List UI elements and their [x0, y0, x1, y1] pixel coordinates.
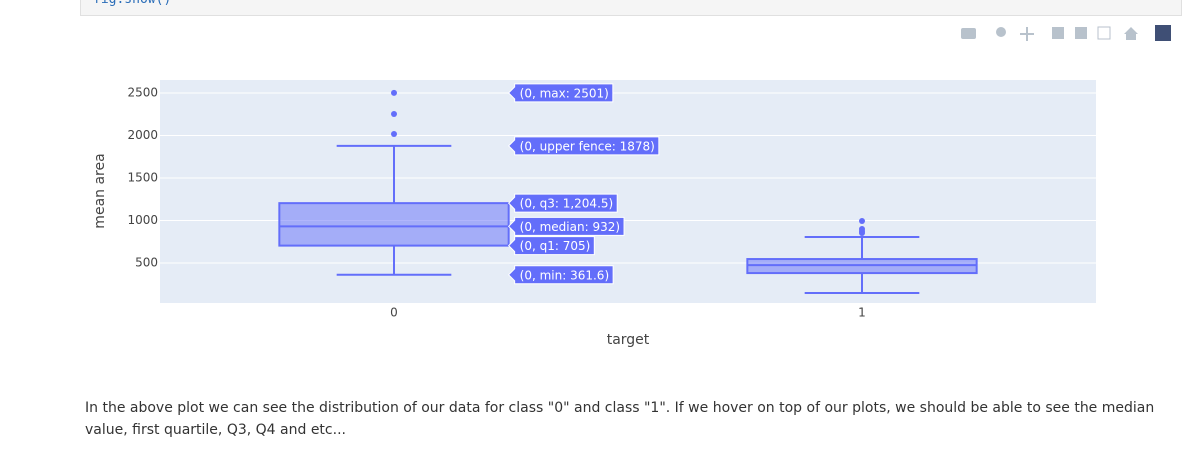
zoom-in-icon[interactable]: [1052, 27, 1064, 39]
hover-label-text: (0, q1: 705): [520, 239, 591, 253]
hover-label-box: [507, 265, 614, 285]
y-tick-label: 500: [135, 256, 158, 270]
chart: target mean area 500 1000 1500 2000 2500 0 1 (0…: [92, 25, 1171, 348]
y-axis-title: mean area: [92, 153, 108, 228]
y-tick-label: 1000: [127, 213, 158, 227]
hover-label-box: [507, 216, 625, 236]
pan-icon-v: [1026, 27, 1028, 41]
zoom-icon[interactable]: [996, 27, 1006, 37]
outlier: [391, 130, 397, 137]
hover-label: (0, max: 2501): [507, 83, 614, 103]
hover-label-text: (0, upper fence: 1878): [520, 139, 655, 153]
code-text: fig.show(): [93, 0, 171, 7]
x-axis-title: target: [607, 332, 650, 348]
x-tick-label: 1: [858, 306, 866, 320]
paragraph: In the above plot we can see the distrib…: [85, 400, 1155, 438]
outlier: [859, 218, 865, 225]
hover-label: (0, median: 932): [507, 216, 625, 236]
toolbar: [961, 25, 1171, 41]
hover-label-box: [507, 193, 618, 213]
hover-label: (0, q3: 1,204.5): [507, 193, 618, 213]
hover-label-text: (0, max: 2501): [520, 86, 609, 100]
hover-label-text: (0, min: 361.6): [520, 268, 609, 282]
outlier: [391, 89, 397, 96]
hover-label-box: [507, 236, 595, 256]
outlier: [859, 230, 865, 237]
outlier: [391, 111, 397, 118]
camera-icon[interactable]: [961, 28, 976, 39]
reset-icon[interactable]: [1124, 27, 1138, 40]
hover-label-box: [507, 136, 660, 156]
y-tick-label: 2500: [127, 86, 158, 100]
hover-label-text: (0, median: 932): [520, 220, 620, 234]
zoom-out-icon[interactable]: [1075, 27, 1087, 39]
hover-label-box: [507, 83, 614, 103]
box: [278, 202, 510, 247]
hover-label: (0, q1: 705): [507, 236, 595, 256]
hover-label: (0, upper fence: 1878): [507, 136, 660, 156]
autoscale-icon[interactable]: [1097, 26, 1111, 40]
code-cell: fig.show(): [80, 0, 1182, 16]
hover-label-text: (0, q3: 1,204.5): [520, 197, 614, 211]
hover-label: (0, min: 361.6): [507, 265, 614, 285]
y-tick-label: 2000: [127, 128, 158, 142]
x-tick-label: 0: [390, 306, 398, 320]
y-tick-label: 1500: [127, 171, 158, 185]
plotly-logo[interactable]: [1155, 25, 1171, 41]
